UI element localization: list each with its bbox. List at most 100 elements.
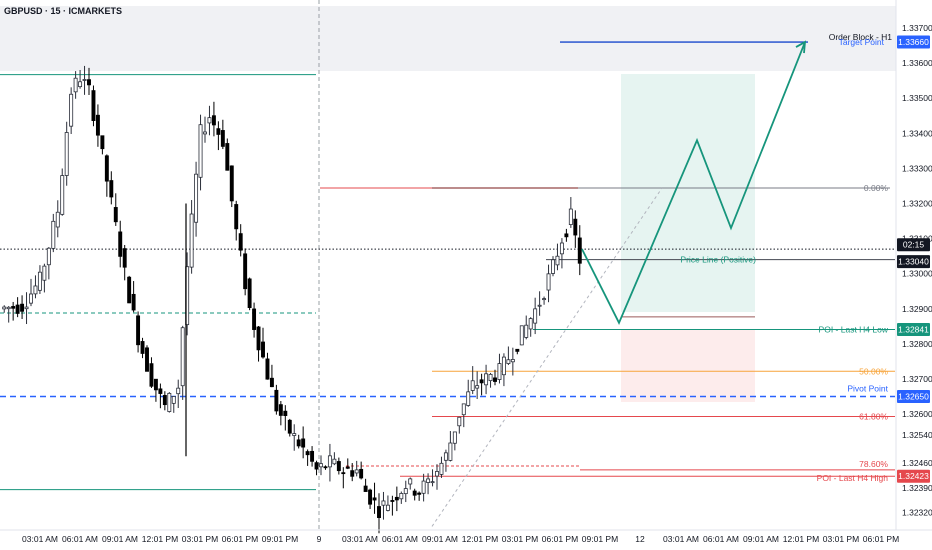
candle-body xyxy=(551,259,555,274)
candle-body xyxy=(435,471,439,477)
candle-body xyxy=(46,247,51,266)
symbol-header: GBPUSD · 15 · ICMARKETS xyxy=(4,6,122,16)
fib-618-label: 61.80% xyxy=(859,412,888,422)
candle-body xyxy=(91,90,96,121)
candle-body xyxy=(100,135,105,150)
candle-body xyxy=(408,478,413,485)
candle-body xyxy=(180,327,185,387)
candle-body xyxy=(203,131,207,135)
time-tick-label: 06:01 AM xyxy=(703,534,739,544)
candle-body xyxy=(319,463,323,468)
price-tick-label: 1.32320 xyxy=(902,507,932,517)
projection-path xyxy=(581,41,806,325)
candle-body xyxy=(524,324,529,338)
time-tick-label: 09:01 AM xyxy=(743,534,779,544)
candle-body xyxy=(292,433,297,436)
candle-body xyxy=(109,180,114,198)
time-tick-label: 12:01 PM xyxy=(462,534,498,544)
candle-body xyxy=(403,488,408,495)
candle-body xyxy=(274,389,279,412)
time-tick-label: 03:01 PM xyxy=(182,534,218,544)
price-tick-label: 1.33000 xyxy=(902,269,932,279)
price-tick-label: 1.33600 xyxy=(902,58,932,68)
candle-body xyxy=(305,451,310,456)
candles-layer xyxy=(2,65,582,534)
candle-body xyxy=(131,293,136,311)
candle-body xyxy=(448,442,453,461)
candle-body xyxy=(153,378,158,391)
candle-body xyxy=(118,231,123,257)
time-tick-label: 09:01 PM xyxy=(262,534,298,544)
candle-body xyxy=(430,481,435,484)
price-tick-label: 1.33400 xyxy=(902,128,932,138)
candle-body xyxy=(354,469,359,474)
candle-body xyxy=(399,493,404,500)
candle-body xyxy=(229,165,234,202)
candle-body xyxy=(439,462,444,475)
candle-body xyxy=(533,308,538,324)
current-price-tag: 1.33040 xyxy=(898,257,929,267)
candle-body xyxy=(506,359,511,364)
candle-body xyxy=(60,175,65,215)
candle-body xyxy=(573,218,578,236)
price-tick-label: 1.32700 xyxy=(902,374,932,384)
candle-body xyxy=(475,385,480,389)
time-axis: 03:01 AM 06:01 AM 09:01 AM 12:01 PM 03:01 PM… xyxy=(22,534,899,544)
time-tick-label: 12:01 PM xyxy=(783,534,819,544)
fib-50-label: 50.00% xyxy=(859,366,888,376)
candle-body xyxy=(542,298,547,301)
candle-body xyxy=(327,455,332,468)
candle-body xyxy=(519,325,524,346)
candle-body xyxy=(287,419,292,434)
candle-body xyxy=(323,466,328,469)
candle-body xyxy=(211,115,216,126)
candle-body xyxy=(104,155,109,182)
time-tick-label: 12:01 PM xyxy=(142,534,178,544)
candle-body xyxy=(127,276,132,304)
time-tick-label: 06:01 PM xyxy=(542,534,578,544)
target-point-label: Target Point xyxy=(839,37,885,47)
candle-body xyxy=(381,500,386,506)
candle-body xyxy=(234,204,239,230)
loss-zone xyxy=(621,330,755,402)
candle-body xyxy=(82,79,87,81)
candle-body xyxy=(158,388,163,394)
candle-body xyxy=(461,403,466,416)
candle-body xyxy=(390,500,395,502)
candle-body xyxy=(113,207,118,223)
candle-body xyxy=(278,404,283,416)
candle-body xyxy=(11,306,16,309)
candle-body xyxy=(466,391,471,406)
poi-low-price-tag: 1.32841 xyxy=(898,325,929,335)
projection-arrow-head xyxy=(795,40,807,54)
time-tick-label: 03:01 PM xyxy=(823,534,859,544)
candle-body xyxy=(149,363,154,387)
candle-body xyxy=(33,285,38,295)
candle-body xyxy=(64,132,69,176)
candle-body xyxy=(417,492,422,495)
candle-body xyxy=(220,130,225,147)
candle-body xyxy=(359,468,364,479)
candle-body xyxy=(564,233,569,238)
candle-body xyxy=(283,410,288,416)
candle-body xyxy=(256,326,261,351)
price-tick-label: 1.32540 xyxy=(902,430,932,440)
candle-body xyxy=(479,379,484,384)
candle-body xyxy=(546,273,551,291)
poi-low-price-tag-bg xyxy=(897,323,930,337)
candle-body xyxy=(452,431,457,444)
candle-body xyxy=(29,293,33,304)
profit-zone xyxy=(621,74,755,312)
price-tick-label: 1.33500 xyxy=(902,93,932,103)
candle-body xyxy=(336,461,341,472)
candle-body xyxy=(528,318,533,330)
candle-body xyxy=(510,359,515,363)
candle-body xyxy=(252,308,257,330)
candle-body xyxy=(332,458,337,465)
candle-body xyxy=(515,348,520,352)
time-tick-label: 06:01 PM xyxy=(863,534,899,544)
time-tick-label: 06:01 AM xyxy=(382,534,418,544)
time-tick-label: 03:01 AM xyxy=(342,534,378,544)
candle-body xyxy=(341,472,346,475)
